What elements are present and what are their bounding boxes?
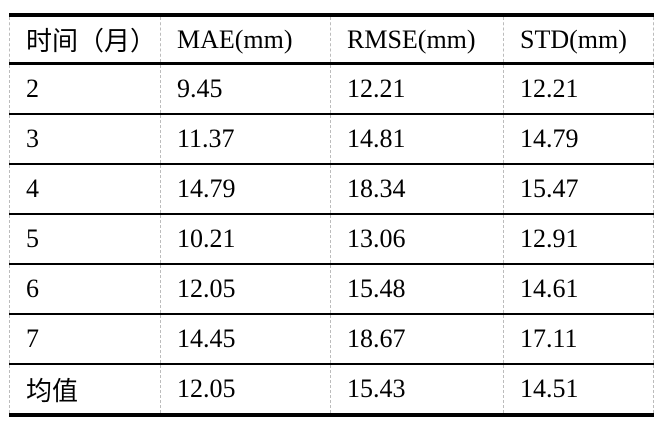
table-row: 2 9.45 12.21 12.21 [9, 63, 654, 115]
table-cell-mae: 14.79 [160, 164, 331, 215]
column-header-mae: MAE(mm) [160, 15, 331, 65]
table-cell-mae: 14.45 [160, 314, 331, 365]
table-cell-rmse: 12.21 [330, 63, 504, 115]
table-row: 4 14.79 18.34 15.47 [9, 164, 654, 215]
table-cell-mae: 12.05 [160, 264, 331, 315]
table-cell-mae: 12.05 [160, 364, 331, 417]
table-row: 7 14.45 18.67 17.11 [9, 314, 654, 365]
table-cell-rmse: 18.67 [330, 314, 504, 365]
table-row-mean: 均值 12.05 15.43 14.51 [9, 364, 654, 417]
table-cell-mae: 10.21 [160, 214, 331, 265]
table-cell-month: 均值 [9, 364, 161, 417]
table-cell-month: 3 [9, 114, 161, 165]
table-row: 5 10.21 13.06 12.91 [9, 214, 654, 265]
table-cell-mae: 9.45 [160, 63, 331, 115]
table-cell-mae: 11.37 [160, 114, 331, 165]
table-row: 3 11.37 14.81 14.79 [9, 114, 654, 165]
table-cell-std: 17.11 [503, 314, 654, 365]
table-cell-std: 12.91 [503, 214, 654, 265]
column-header-rmse: RMSE(mm) [330, 15, 504, 65]
column-header-time: 时间（月） [9, 15, 161, 65]
table-cell-rmse: 18.34 [330, 164, 504, 215]
table-cell-std: 14.51 [503, 364, 654, 417]
table-cell-month: 2 [9, 63, 161, 115]
column-header-std: STD(mm) [503, 15, 654, 65]
table-cell-rmse: 15.43 [330, 364, 504, 417]
table-cell-rmse: 15.48 [330, 264, 504, 315]
table-cell-std: 14.61 [503, 264, 654, 315]
table-cell-month: 4 [9, 164, 161, 215]
error-metrics-table: 时间（月） MAE(mm) RMSE(mm) STD(mm) 2 9.45 12… [9, 13, 654, 417]
table-cell-std: 12.21 [503, 63, 654, 115]
table-cell-rmse: 13.06 [330, 214, 504, 265]
table-cell-std: 14.79 [503, 114, 654, 165]
header-row: 时间（月） MAE(mm) RMSE(mm) STD(mm) [9, 15, 654, 65]
table-cell-rmse: 14.81 [330, 114, 504, 165]
table-cell-month: 7 [9, 314, 161, 365]
table-cell-month: 6 [9, 264, 161, 315]
table-cell-std: 15.47 [503, 164, 654, 215]
table-row: 6 12.05 15.48 14.61 [9, 264, 654, 315]
table-cell-month: 5 [9, 214, 161, 265]
